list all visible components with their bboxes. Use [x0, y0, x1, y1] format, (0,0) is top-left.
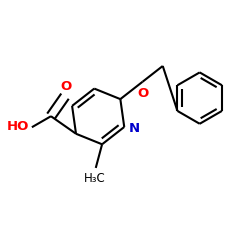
Text: H₃C: H₃C — [84, 172, 106, 185]
Text: HO: HO — [6, 120, 29, 132]
Text: O: O — [60, 80, 72, 92]
Text: O: O — [137, 87, 148, 100]
Text: N: N — [129, 122, 140, 135]
